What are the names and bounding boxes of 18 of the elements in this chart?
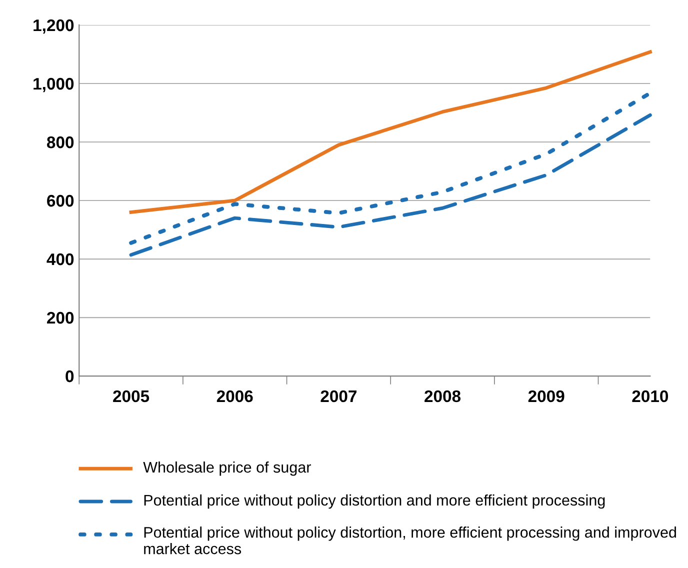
legend-label: Potential price without policy distortion, more efficient processing and improved market access — [144, 526, 676, 554]
x-tick-label: 2010 — [632, 390, 668, 402]
y-tick-label: 1,000 — [34, 78, 74, 92]
x-tick-label: 2007 — [320, 390, 356, 402]
line-series — [129, 113, 652, 257]
x-tick-label: 2005 — [113, 390, 150, 402]
y-tick-label: 600 — [47, 194, 74, 207]
legend-label: Wholesale price of sugar — [143, 461, 311, 476]
line-series — [129, 50, 652, 214]
y-tick-label: 400 — [46, 253, 74, 266]
y-tick-label: 0 — [66, 370, 74, 382]
y-tick-label: 1,200 — [34, 19, 74, 34]
legend-label: Potential price without policy distortion and more efficient processing — [144, 494, 605, 509]
x-tick-label: 2009 — [528, 390, 564, 402]
x-tick-label: 2006 — [216, 390, 253, 402]
y-tick-label: 200 — [47, 312, 74, 324]
x-tick-label: 2008 — [424, 390, 461, 402]
y-tick-label: 800 — [46, 136, 74, 148]
